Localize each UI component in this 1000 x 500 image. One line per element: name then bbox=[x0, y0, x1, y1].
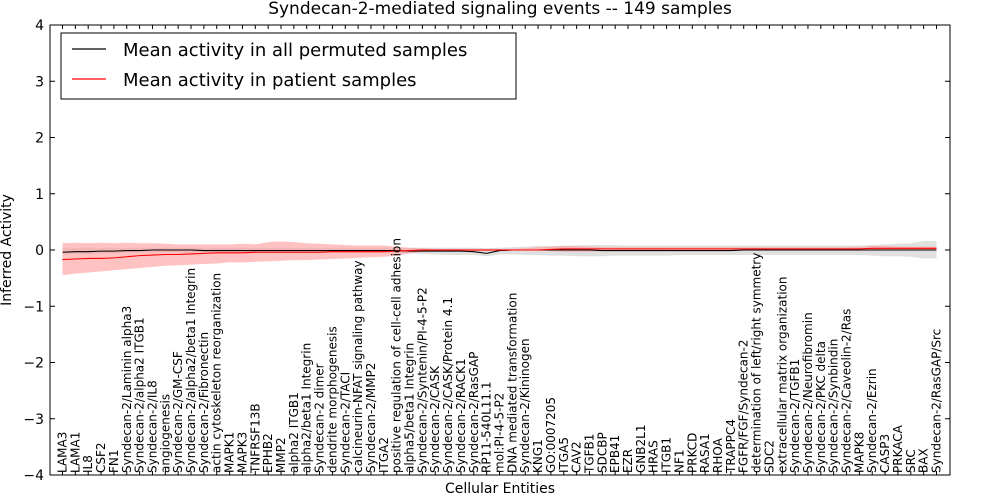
x-axis-label: Cellular Entities bbox=[445, 481, 555, 497]
y-tick-label: −4 bbox=[23, 468, 44, 484]
x-tick-label: ITGB1 bbox=[660, 437, 674, 473]
legend-label-permuted: Mean activity in all permuted samples bbox=[123, 40, 467, 61]
x-tick-label: Syndecan-2/IL8 bbox=[145, 380, 159, 473]
x-tick-label: Syndecan-2/Kininogen bbox=[518, 338, 532, 473]
x-tick-label: PRKACA bbox=[891, 424, 905, 473]
x-tick-label: alpha2 ITGB1 bbox=[287, 392, 301, 473]
x-tick-label: positive regulation of cell-cell adhesio… bbox=[390, 238, 404, 473]
x-tick-label: LAMA3 bbox=[56, 432, 70, 473]
legend: Mean activity in all permuted samples Me… bbox=[60, 32, 517, 100]
x-tick-label: MAPK8 bbox=[852, 432, 866, 473]
x-tick-label: Syndecan-2/Laminin alpha3 bbox=[120, 306, 134, 473]
x-tick-label: extracellular matrix organization bbox=[775, 277, 789, 474]
x-tick-label: Syndecan-2/MMP2 bbox=[364, 363, 378, 473]
y-tick-label: 0 bbox=[35, 243, 44, 259]
x-tick-label: angiogenesis bbox=[158, 394, 172, 473]
x-tick-label: Syndecan-2/RACK1 bbox=[454, 358, 468, 473]
x-tick-label: EPB41 bbox=[608, 435, 622, 473]
y-tick-label: 1 bbox=[35, 187, 44, 203]
x-tick-label: CSF2 bbox=[94, 442, 108, 473]
x-tick-label: EPHB2 bbox=[261, 433, 275, 473]
x-tick-label: SRC bbox=[904, 449, 918, 473]
x-tick-label: Syndecan-2/TACI bbox=[338, 372, 352, 473]
x-tick-label: LAMA1 bbox=[68, 432, 82, 473]
x-tick-label: Syndecan-2/Syntenin/PI-4-5-P2 bbox=[415, 287, 429, 473]
x-tick-label: Syndecan-2/Fibronectin bbox=[197, 332, 211, 473]
x-tick-label: Syndecan-2/alpha2 ITGB1 bbox=[133, 317, 147, 473]
chart-title: Syndecan-2-mediated signaling events -- … bbox=[268, 0, 732, 19]
x-tick-label: DNA mediated transformation bbox=[505, 293, 519, 473]
series-lines bbox=[62, 247, 937, 261]
y-tick-label: −3 bbox=[23, 412, 44, 428]
x-tick-label: Syndecan-2/Caveolin-2/Ras bbox=[840, 309, 854, 473]
x-tick-label: determination of left/right symmetry bbox=[750, 253, 764, 473]
x-tick-label: mol:PI-4-5-P2 bbox=[493, 393, 507, 473]
x-tick-label: RASA1 bbox=[698, 433, 712, 473]
y-tick-label: −1 bbox=[23, 299, 44, 315]
x-tick-label: HRAS bbox=[647, 440, 661, 473]
x-tick-label: Syndecan-2/RasGAP bbox=[467, 352, 481, 473]
y-tick-label: 3 bbox=[35, 74, 44, 90]
legend-box bbox=[60, 32, 517, 100]
x-tick-label: Syndecan-2/alpha2/beta1 Integrin bbox=[184, 268, 198, 473]
x-tick-label: calcineurin-NFAT signaling pathway bbox=[351, 260, 365, 473]
x-tick-label: alpha5/beta1 Integrin bbox=[403, 343, 417, 473]
x-tick-label: CAV2 bbox=[570, 441, 584, 473]
x-tick-label: Syndecan-2/Ezrin bbox=[865, 368, 879, 473]
x-tick-label: Syndecan-2/PKC delta bbox=[814, 341, 828, 473]
x-tick-label: Syndecan-2/Synbindin bbox=[827, 339, 841, 473]
x-tick-label: NF1 bbox=[672, 449, 686, 473]
x-tick-label: RHOA bbox=[711, 437, 725, 473]
x-tick-label: Syndecan-2/TGFB1 bbox=[788, 359, 802, 473]
x-tick-label: Syndecan-2/Neurofibromin bbox=[801, 312, 815, 473]
x-tick-label: FGFR/FGF/Syndecan-2 bbox=[737, 340, 751, 473]
confidence-band-patient bbox=[62, 241, 937, 276]
x-tick-label: MAPK3 bbox=[235, 432, 249, 473]
x-tick-label: BAX bbox=[917, 448, 931, 473]
x-tick-label: FN1 bbox=[107, 449, 121, 473]
x-tick-label: KNG1 bbox=[531, 439, 545, 473]
x-tick-label: alpha2/beta1 Integrin bbox=[300, 343, 314, 473]
x-tick-label: actin cytoskeleton reorganization bbox=[210, 273, 224, 473]
x-tick-label: EZR bbox=[621, 449, 635, 473]
y-tick-label: −2 bbox=[23, 356, 44, 372]
x-tick-label: SDC2 bbox=[762, 440, 776, 473]
x-tick-label: Syndecan-2 dimer bbox=[313, 363, 327, 473]
y-axis-ticks: −4 −3 −2 −1 0 1 2 3 4 bbox=[23, 18, 950, 484]
x-tick-label: CASP3 bbox=[878, 434, 892, 473]
x-tick-label: TGFB1 bbox=[582, 434, 596, 474]
x-tick-label: ITGA5 bbox=[557, 437, 571, 473]
x-tick-label: ITGA2 bbox=[377, 437, 391, 473]
series-line-patient bbox=[62, 247, 937, 261]
y-tick-label: 2 bbox=[35, 131, 44, 147]
x-tick-label: IL8 bbox=[81, 455, 95, 473]
x-tick-label: RP11-540L11.1 bbox=[480, 382, 494, 473]
x-tick-label: Syndecan-2/GM-CSF bbox=[171, 351, 185, 473]
x-tick-label: TRAPPC4 bbox=[724, 419, 738, 474]
y-axis-label: Inferred Activity bbox=[0, 194, 15, 306]
x-tick-label: MMP2 bbox=[274, 437, 288, 473]
x-tick-label: Syndecan-2/RasGAP/Src bbox=[930, 329, 944, 473]
x-tick-label: GNB2L1 bbox=[634, 425, 648, 473]
x-tick-label: Syndecan-2/CASK bbox=[428, 365, 442, 473]
x-tick-label: Syndecan-2/CASK/Protein 4.1 bbox=[441, 297, 455, 473]
x-tick-label: SDCBP bbox=[595, 432, 609, 473]
x-tick-label: dendrite morphogenesis bbox=[325, 326, 339, 473]
x-tick-label: GO:0007205 bbox=[544, 397, 558, 473]
x-tick-label: MAPK1 bbox=[223, 432, 237, 473]
x-tick-label: TNFRSF13B bbox=[248, 403, 262, 474]
y-tick-label: 4 bbox=[35, 18, 44, 34]
series-line-permuted bbox=[62, 249, 937, 254]
x-tick-label: PRKCD bbox=[685, 433, 699, 473]
legend-label-patient: Mean activity in patient samples bbox=[123, 70, 417, 91]
